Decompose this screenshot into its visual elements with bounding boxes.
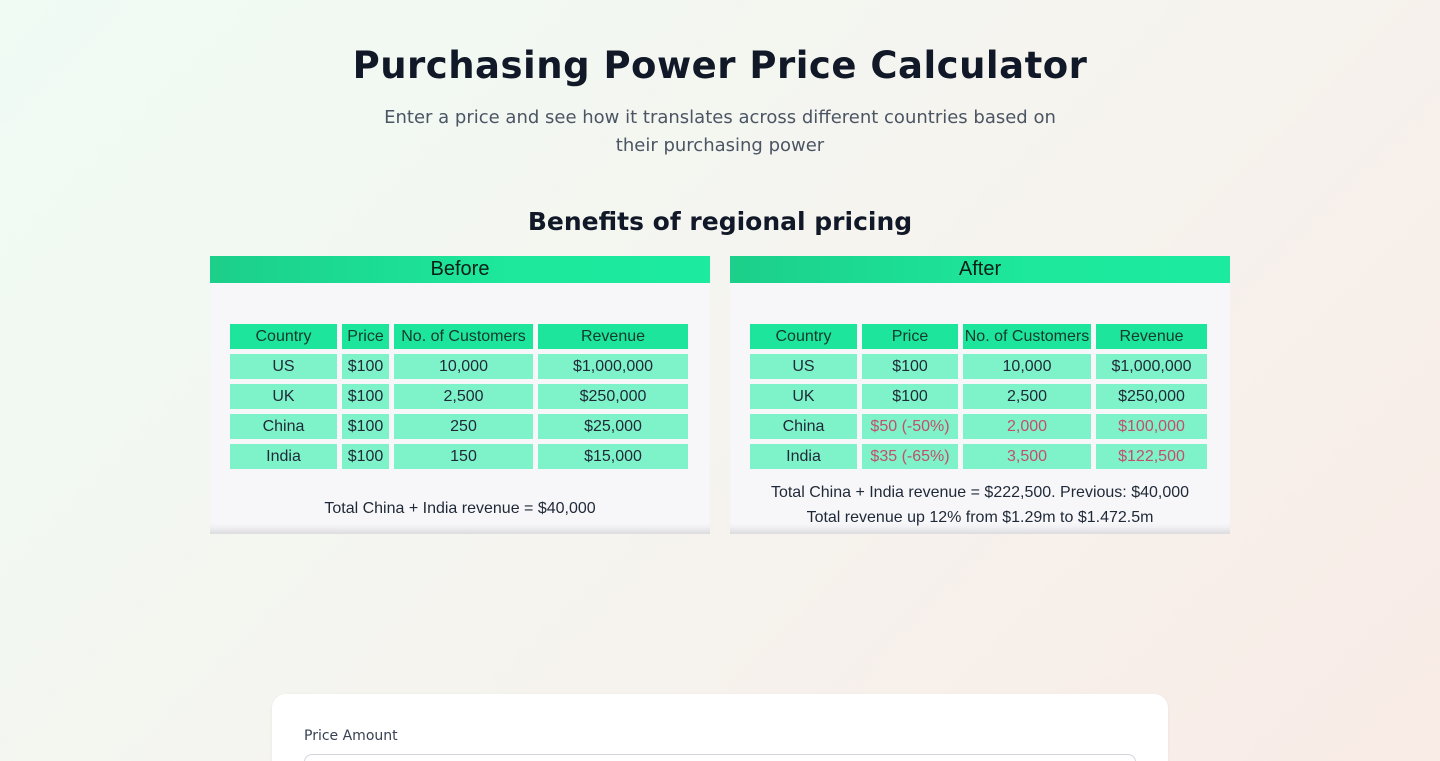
- table-cell: 150: [394, 444, 533, 469]
- before-table: Country Price No. of Customers Revenue U…: [230, 324, 693, 474]
- table-cell: $25,000: [538, 414, 688, 439]
- price-amount-input[interactable]: [304, 754, 1136, 761]
- calculator-card: Price Amount: [272, 694, 1168, 761]
- table-cell: 10,000: [394, 354, 533, 379]
- table-cell: UK: [230, 384, 337, 409]
- table-cell: $100: [342, 414, 389, 439]
- before-panel: Before Country Price No. of Customers Re…: [210, 256, 710, 534]
- table-cell: $15,000: [538, 444, 688, 469]
- table-cell: US: [750, 354, 857, 379]
- table-cell: India: [230, 444, 337, 469]
- table-header-row: Country Price No. of Customers Revenue: [230, 324, 693, 349]
- after-note-growth: Total revenue up 12% from $1.29m to $1.4…: [806, 509, 1154, 526]
- before-note: Total China + India revenue = $40,000: [324, 500, 596, 517]
- table-row: US $100 10,000 $1,000,000: [230, 354, 693, 379]
- table-cell: $50 (-50%): [862, 414, 958, 439]
- column-header: No. of Customers: [963, 324, 1091, 349]
- price-amount-label: Price Amount: [304, 728, 398, 744]
- table-cell: US: [230, 354, 337, 379]
- table-cell: $250,000: [1096, 384, 1207, 409]
- table-row: China $100 250 $25,000: [230, 414, 693, 439]
- table-cell: $100: [862, 384, 958, 409]
- benefits-title: Benefits of regional pricing: [527, 207, 913, 236]
- table-cell: $250,000: [538, 384, 688, 409]
- after-panel: After Country Price No. of Customers Rev…: [730, 256, 1230, 534]
- column-header: Country: [230, 324, 337, 349]
- column-header: Revenue: [538, 324, 688, 349]
- column-header: Price: [342, 324, 389, 349]
- table-row: US $100 10,000 $1,000,000: [750, 354, 1212, 379]
- column-header: Price: [862, 324, 958, 349]
- after-table: Country Price No. of Customers Revenue U…: [750, 324, 1212, 474]
- table-row: India $100 150 $15,000: [230, 444, 693, 469]
- table-cell: $100,000: [1096, 414, 1207, 439]
- table-cell: UK: [750, 384, 857, 409]
- table-cell: 2,000: [963, 414, 1091, 439]
- after-header: After: [730, 256, 1230, 283]
- table-cell: $100: [342, 354, 389, 379]
- column-header: No. of Customers: [394, 324, 533, 349]
- table-cell: 2,500: [394, 384, 533, 409]
- table-cell: 10,000: [963, 354, 1091, 379]
- table-cell: China: [750, 414, 857, 439]
- column-header: Revenue: [1096, 324, 1207, 349]
- table-row: UK $100 2,500 $250,000: [750, 384, 1212, 409]
- table-row: India $35 (-65%) 3,500 $122,500: [750, 444, 1212, 469]
- table-cell: $100: [342, 444, 389, 469]
- table-row: UK $100 2,500 $250,000: [230, 384, 693, 409]
- table-row: China $50 (-50%) 2,000 $100,000: [750, 414, 1212, 439]
- page-subtitle: Enter a price and see how it translates …: [384, 107, 1056, 156]
- table-cell: 250: [394, 414, 533, 439]
- page-title: Purchasing Power Price Calculator: [352, 44, 1088, 87]
- table-header-row: Country Price No. of Customers Revenue: [750, 324, 1212, 349]
- table-cell: $35 (-65%): [862, 444, 958, 469]
- table-cell: 2,500: [963, 384, 1091, 409]
- table-cell: $122,500: [1096, 444, 1207, 469]
- table-cell: $1,000,000: [1096, 354, 1207, 379]
- table-cell: $100: [862, 354, 958, 379]
- before-header: Before: [210, 256, 710, 283]
- table-cell: China: [230, 414, 337, 439]
- after-note-totals: Total China + India revenue = $222,500. …: [770, 484, 1190, 501]
- table-cell: $1,000,000: [538, 354, 688, 379]
- column-header: Country: [750, 324, 857, 349]
- table-cell: 3,500: [963, 444, 1091, 469]
- table-cell: India: [750, 444, 857, 469]
- table-cell: $100: [342, 384, 389, 409]
